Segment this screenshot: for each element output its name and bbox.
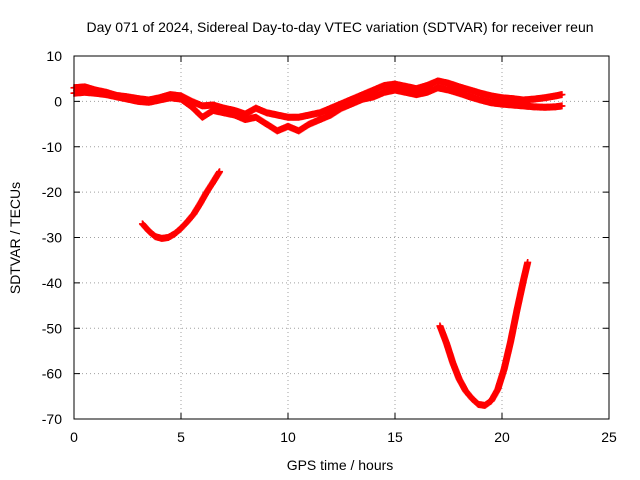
data-point-marker <box>216 168 224 176</box>
series-band-lower <box>70 84 566 135</box>
y-tick-label: -50 <box>42 320 62 336</box>
y-tick-label: -30 <box>42 230 62 246</box>
x-tick-label: 10 <box>280 429 296 445</box>
y-tick-label: 10 <box>46 48 62 64</box>
data-point-marker <box>558 102 566 110</box>
y-tick-label: -70 <box>42 411 62 427</box>
x-tick-label: 15 <box>387 429 403 445</box>
y-tick-label: -60 <box>42 366 62 382</box>
y-tick-label: -10 <box>42 139 62 155</box>
x-tick-label: 20 <box>494 429 510 445</box>
chart-title: Day 071 of 2024, Sidereal Day-to-day VTE… <box>86 19 593 35</box>
data-points <box>70 77 566 409</box>
x-tick-label: 5 <box>177 429 185 445</box>
series-curve-1 <box>138 168 224 242</box>
x-tick-label: 25 <box>601 429 617 445</box>
data-point-marker <box>558 91 566 99</box>
data-point-marker <box>524 258 532 266</box>
y-tick-label: 0 <box>54 93 62 109</box>
x-tick-label: 0 <box>70 429 78 445</box>
y-axis-label: SDTVAR / TECUs <box>7 182 23 294</box>
y-tick-label: -40 <box>42 275 62 291</box>
y-tick-label: -20 <box>42 184 62 200</box>
x-axis-label: GPS time / hours <box>287 457 394 473</box>
series-curve-2 <box>436 258 532 409</box>
axis-ticks: 0 5 10 15 20 25 10 0 -10 -20 -30 -40 -50 -60 -70 <box>42 48 617 445</box>
